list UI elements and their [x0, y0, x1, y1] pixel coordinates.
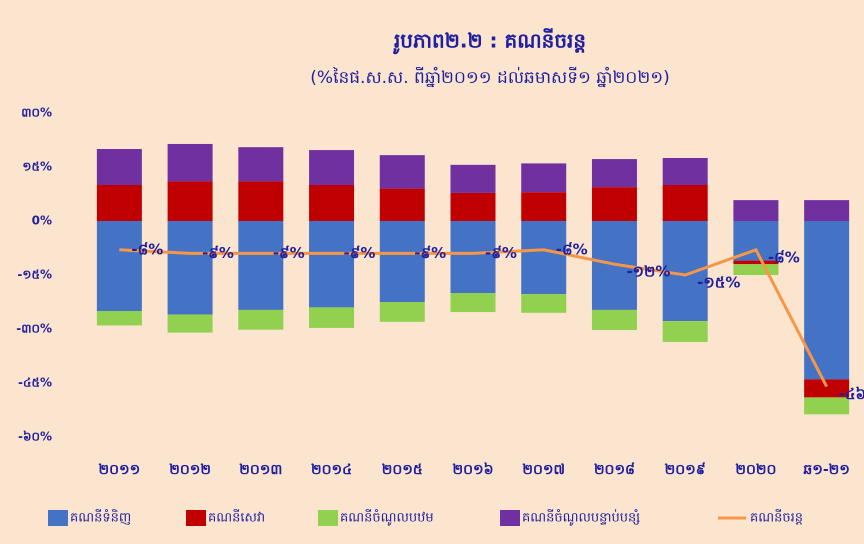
bar-segment: [591, 309, 637, 331]
data-label: -៩%: [344, 244, 376, 262]
data-label: -៨%: [768, 248, 800, 266]
y-tick-label: 0%: [32, 214, 52, 228]
x-tick-label: ២០១៨: [594, 462, 635, 478]
x-tick-label: ២០១៥: [382, 462, 423, 478]
bar-segment: [379, 155, 425, 189]
bar-segment: [238, 147, 284, 182]
x-tick-label: ២០១៦: [452, 462, 493, 478]
bar-segment: [804, 379, 850, 398]
x-tick-label: ២០១២: [169, 462, 211, 478]
legend-label: គណនីចរន្ត: [750, 509, 803, 526]
bar-segment: [733, 200, 779, 221]
bar-segment: [96, 185, 142, 221]
chart-subtitle: (%នៃផ.ស.ស. ពីឆ្នាំ២០១១ ដល់ឆមាសទី១ ឆ្នាំ២…: [310, 66, 669, 88]
bar-segment: [521, 192, 567, 221]
bar-segment: [379, 221, 425, 302]
bar-segment: [521, 294, 567, 313]
bar-segment: [591, 187, 637, 221]
bar-segment: [96, 221, 142, 311]
y-tick-label: -៣០%: [16, 322, 52, 336]
legend-swatch: [318, 510, 338, 526]
bar-segment: [309, 221, 355, 308]
x-tick-label: ២០១៣: [239, 462, 282, 478]
bar-segment: [238, 221, 284, 310]
bar-segment: [450, 192, 496, 221]
y-tick-label: ៣០%: [21, 106, 52, 120]
bar-segment: [591, 159, 637, 188]
bar-segment: [521, 163, 567, 193]
bar-segment: [167, 221, 213, 315]
bar-segment: [96, 311, 142, 326]
legend-swatch: [500, 510, 520, 526]
bar-segment: [804, 397, 850, 415]
legend-label: គណនីសេវា: [208, 509, 265, 526]
bar-segment: [450, 164, 496, 193]
chart-title: រូបភាព២.២ : គណនីចរន្ត: [392, 28, 586, 55]
data-label: -៩%: [485, 244, 517, 262]
bar-segment: [733, 260, 779, 265]
bar-segment: [733, 264, 779, 275]
bar-segment: [662, 185, 708, 221]
bar-segment: [238, 309, 284, 330]
line: [119, 247, 828, 388]
bar-segment: [521, 221, 567, 295]
bar-segment: [167, 181, 213, 221]
x-tick-label: ២០១៤: [311, 462, 352, 478]
bar-segment: [450, 221, 496, 293]
legend-swatch: [48, 510, 68, 526]
bar-segment: [96, 149, 142, 185]
legend-swatch: [186, 510, 206, 526]
x-tick-label: ២០២០: [735, 462, 776, 478]
legend-label: គណនីចំណូលបន្ទាប់បន្សំ: [522, 509, 640, 527]
y-tick-label: -៤៥%: [18, 376, 52, 390]
data-label: -៤៦%: [839, 385, 864, 403]
y-tick-label: ១៥%: [22, 160, 52, 174]
data-label: -៨%: [556, 240, 588, 258]
bar-segment: [309, 150, 355, 185]
legend-label: គណនីទំនិញ: [70, 509, 131, 526]
bar-segment: [804, 200, 850, 221]
x-tick-label: ២០១៧: [522, 462, 565, 478]
legend-label: គណនីចំណូលបឋម: [340, 509, 434, 527]
data-label: -៨%: [131, 240, 163, 258]
data-label: -៩%: [273, 244, 305, 262]
bar-segment: [167, 143, 213, 182]
bar-segment: [379, 302, 425, 322]
data-label: -១៥%: [697, 274, 740, 292]
bar-segment: [309, 307, 355, 328]
x-tick-label: ២០១១: [99, 462, 141, 478]
bar-segment: [662, 321, 708, 342]
bar-segment: [379, 188, 425, 221]
y-tick-label: -១៥%: [17, 268, 52, 282]
data-label: -៩%: [414, 244, 446, 262]
x-tick-label: ឆ១-២១: [803, 462, 849, 478]
bar-segment: [804, 221, 850, 380]
data-label: -៩%: [202, 244, 234, 262]
bar-segment: [238, 181, 284, 221]
bar-segment: [662, 158, 708, 185]
bar-segment: [167, 314, 213, 333]
bar-segment: [450, 293, 496, 313]
data-label: -១២%: [626, 263, 670, 281]
y-tick-label: -៦០%: [18, 430, 52, 444]
x-tick-label: ២០១៩: [665, 462, 706, 478]
bar-segment: [309, 185, 355, 221]
